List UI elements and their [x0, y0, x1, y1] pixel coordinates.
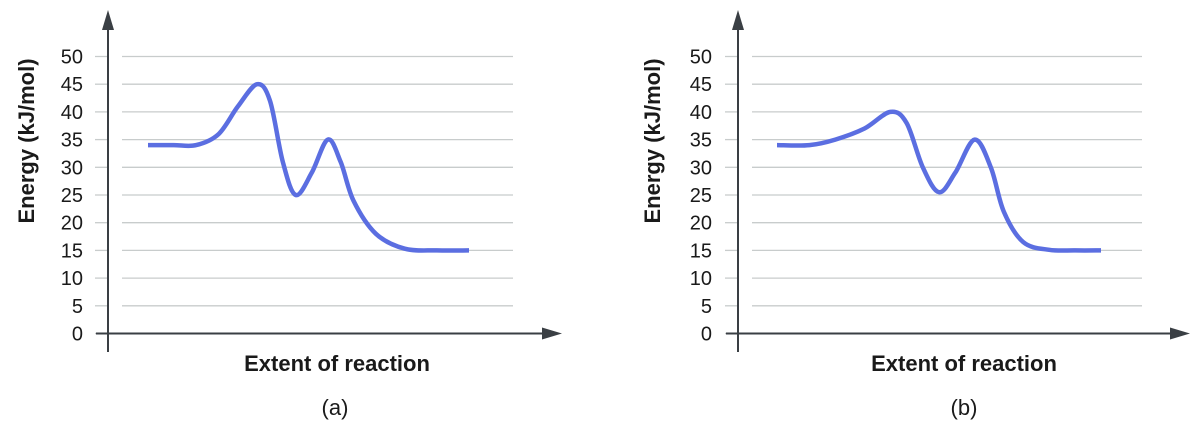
y-tick-label: 45 — [61, 74, 83, 96]
y-tick-label: 0 — [701, 324, 712, 346]
y-tick-label: 25 — [61, 185, 83, 207]
chart-panel-a: 0 5 10 15 20 25 30 35 40 45 50 Energy (kJ/mol) Ext… — [14, 10, 562, 420]
y-axis-arrowhead — [732, 10, 744, 30]
chart-panel-b: 0 5 10 15 20 25 30 35 40 45 50 Energy (kJ/mol) Ext… — [640, 10, 1190, 420]
y-tick-label: 30 — [690, 157, 712, 179]
x-axis-arrowhead — [542, 327, 562, 340]
y-axis-title: Energy (kJ/mol) — [640, 58, 665, 223]
x-axis-title: Extent of reaction — [244, 351, 430, 376]
panel-label: (b) — [951, 395, 978, 420]
y-tick-label: 20 — [690, 213, 712, 235]
y-tick-label: 20 — [61, 213, 83, 235]
grid-lines — [725, 55, 1142, 335]
grid-lines — [95, 55, 513, 335]
x-axis-title: Extent of reaction — [871, 351, 1057, 376]
y-tick-label: 35 — [690, 130, 712, 152]
energy-curve-line — [147, 81, 470, 253]
panel-label: (a) — [322, 395, 349, 420]
y-tick-label: 25 — [690, 185, 712, 207]
y-tick-label: 30 — [61, 157, 83, 179]
y-tick-label: 15 — [690, 240, 712, 262]
y-tick-label: 50 — [690, 47, 712, 69]
y-tick-label: 5 — [701, 296, 712, 318]
y-tick-label: 35 — [61, 130, 83, 152]
y-tick-label: 10 — [61, 268, 83, 290]
y-tick-label: 5 — [72, 296, 83, 318]
y-tick-label: 0 — [72, 324, 83, 346]
y-tick-label: 10 — [690, 268, 712, 290]
y-tick-label: 40 — [61, 102, 83, 124]
y-tick-label: 40 — [690, 102, 712, 124]
y-axis-arrowhead — [102, 10, 114, 30]
y-tick-label: 15 — [61, 240, 83, 262]
x-axis-arrowhead — [1170, 327, 1190, 340]
y-axis-title: Energy (kJ/mol) — [14, 58, 39, 223]
energy-curve-line — [776, 109, 1102, 253]
y-tick-label: 50 — [61, 47, 83, 69]
y-tick-labels: 0 5 10 15 20 25 30 35 40 45 50 — [690, 47, 712, 346]
y-tick-label: 45 — [690, 74, 712, 96]
y-tick-labels: 0 5 10 15 20 25 30 35 40 45 50 — [61, 47, 83, 346]
